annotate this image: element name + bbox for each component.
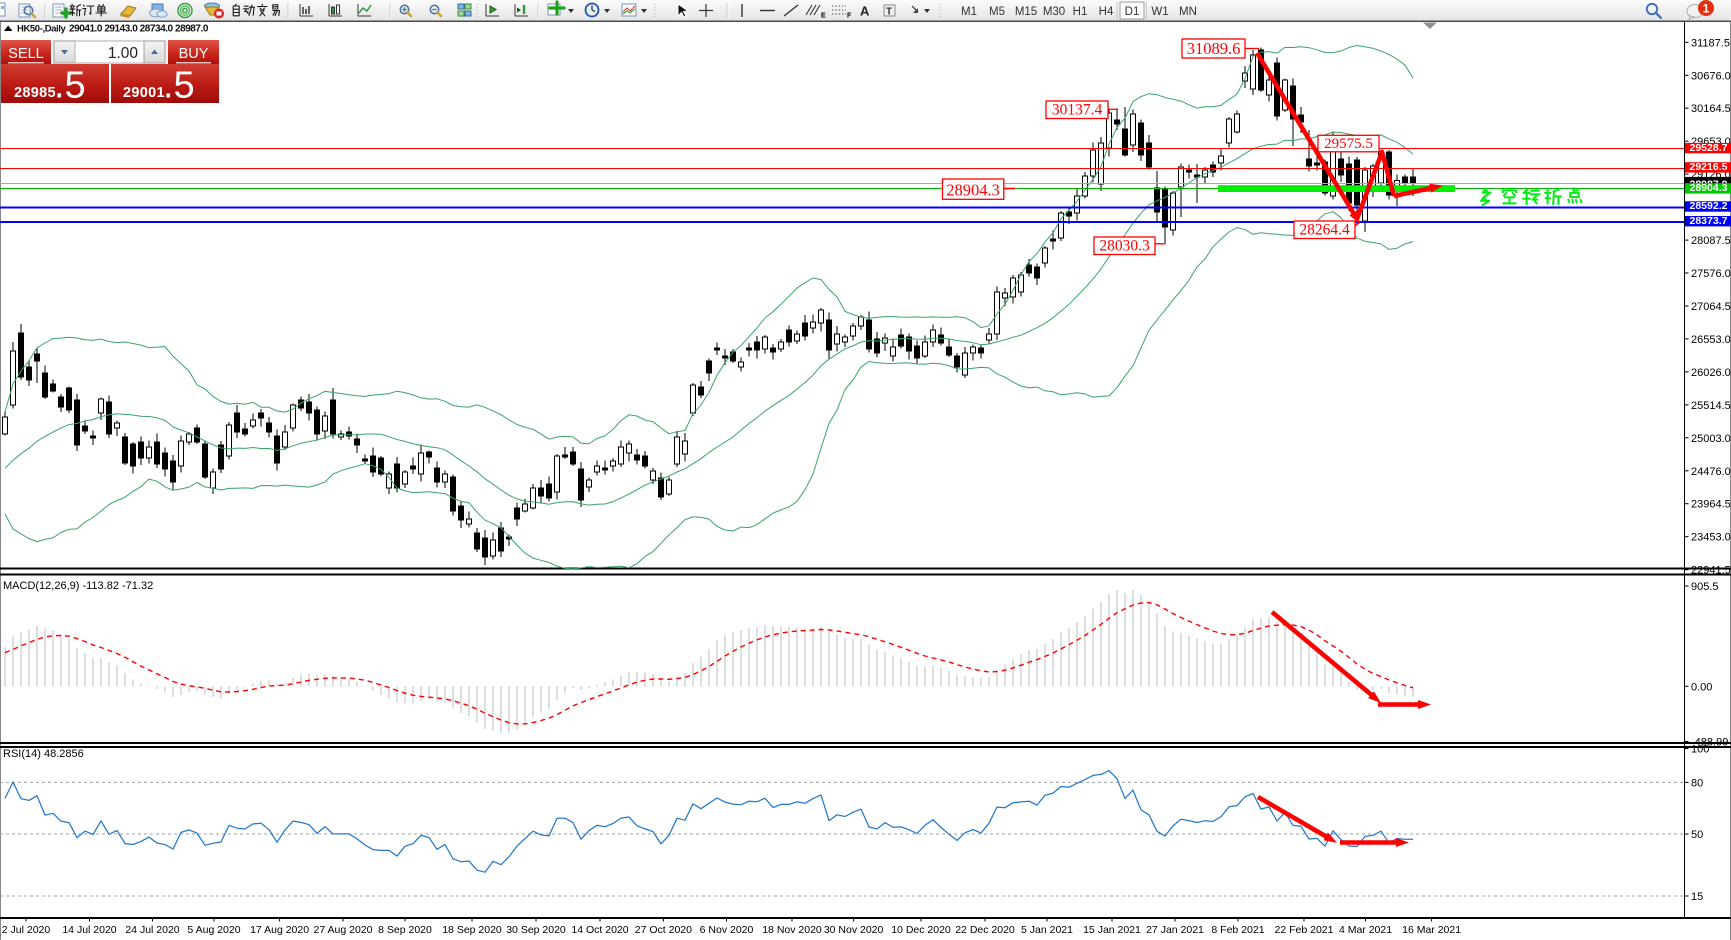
- svg-text:MACD(12,26,9) -113.82 -71.32: MACD(12,26,9) -113.82 -71.32: [3, 580, 153, 592]
- svg-text:RSI(14) 48.2856: RSI(14) 48.2856: [3, 748, 84, 760]
- svg-text:24476.0: 24476.0: [1691, 466, 1731, 478]
- svg-text:M1: M1: [961, 6, 977, 18]
- svg-text:28592.2: 28592.2: [1690, 200, 1728, 212]
- svg-text:29001: 29001: [123, 85, 165, 101]
- svg-text:30 Nov 2020: 30 Nov 2020: [824, 924, 884, 936]
- svg-text:M15: M15: [1015, 6, 1037, 18]
- svg-text:M30: M30: [1043, 6, 1065, 18]
- svg-text:1: 1: [1703, 2, 1710, 16]
- svg-text:30164.5: 30164.5: [1691, 103, 1731, 115]
- svg-text:T: T: [886, 7, 892, 18]
- svg-text:31187.5: 31187.5: [1691, 37, 1730, 49]
- svg-text:28087.5: 28087.5: [1691, 235, 1731, 247]
- svg-text:22 Feb 2021: 22 Feb 2021: [1275, 924, 1334, 936]
- svg-text:27 Oct 2020: 27 Oct 2020: [635, 924, 692, 936]
- svg-text:BUY: BUY: [179, 46, 209, 62]
- svg-text:8 Sep 2020: 8 Sep 2020: [378, 924, 432, 936]
- svg-text:H4: H4: [1099, 6, 1114, 18]
- svg-text:28904.3: 28904.3: [946, 180, 1000, 199]
- svg-text:28264.4: 28264.4: [1299, 222, 1350, 239]
- svg-text:15 Jan 2021: 15 Jan 2021: [1083, 924, 1141, 936]
- svg-text:30 Sep 2020: 30 Sep 2020: [506, 924, 566, 936]
- svg-text:22 Dec 2020: 22 Dec 2020: [955, 924, 1015, 936]
- svg-text:14 Oct 2020: 14 Oct 2020: [571, 924, 628, 936]
- svg-text:A: A: [860, 4, 870, 19]
- svg-text:50: 50: [1691, 829, 1703, 841]
- svg-text:31089.6: 31089.6: [1187, 39, 1241, 58]
- svg-text:29041.0 29143.0 28734.0 28987.: 29041.0 29143.0 28734.0 28987.0: [69, 24, 209, 35]
- svg-text:28904.3: 28904.3: [1690, 182, 1728, 194]
- svg-text:18 Nov 2020: 18 Nov 2020: [762, 924, 822, 936]
- svg-text:28030.3: 28030.3: [1099, 238, 1150, 255]
- svg-text:8 Feb 2021: 8 Feb 2021: [1211, 924, 1264, 936]
- svg-text:22941.5: 22941.5: [1691, 565, 1731, 577]
- svg-text:-488.99: -488.99: [1691, 737, 1728, 749]
- svg-text:W1: W1: [1151, 6, 1168, 18]
- svg-text:SELL: SELL: [8, 46, 43, 62]
- svg-text:28985: 28985: [14, 85, 56, 101]
- svg-text:16 Mar 2021: 16 Mar 2021: [1402, 924, 1461, 936]
- svg-text:2 Jul 2020: 2 Jul 2020: [2, 924, 51, 936]
- svg-text:905.5: 905.5: [1691, 581, 1719, 593]
- svg-text:E: E: [821, 13, 826, 20]
- svg-text:1.00: 1.00: [108, 45, 139, 62]
- svg-text:17 Aug 2020: 17 Aug 2020: [250, 924, 309, 936]
- svg-text:0.00: 0.00: [1691, 681, 1712, 693]
- svg-text:100: 100: [1691, 744, 1709, 756]
- svg-text:27 Aug 2020: 27 Aug 2020: [314, 924, 373, 936]
- svg-text:10 Dec 2020: 10 Dec 2020: [891, 924, 951, 936]
- svg-text:29575.5: 29575.5: [1324, 136, 1373, 152]
- svg-text:28373.7: 28373.7: [1690, 215, 1728, 227]
- svg-text:.5: .5: [54, 65, 86, 107]
- svg-text:27576.0: 27576.0: [1691, 268, 1731, 280]
- svg-text:18 Sep 2020: 18 Sep 2020: [442, 924, 502, 936]
- svg-text:5 Jan 2021: 5 Jan 2021: [1021, 924, 1073, 936]
- svg-text:27 Jan 2021: 27 Jan 2021: [1146, 924, 1204, 936]
- svg-text:26026.0: 26026.0: [1691, 367, 1731, 379]
- svg-text:25003.0: 25003.0: [1691, 433, 1731, 445]
- svg-text:M5: M5: [989, 6, 1005, 18]
- svg-text:80: 80: [1691, 777, 1703, 789]
- svg-text:HK50-,Daily: HK50-,Daily: [17, 24, 67, 35]
- svg-text:H1: H1: [1073, 6, 1088, 18]
- svg-text:5 Aug 2020: 5 Aug 2020: [187, 924, 240, 936]
- svg-text:6 Nov 2020: 6 Nov 2020: [700, 924, 754, 936]
- svg-text:F: F: [847, 13, 852, 20]
- svg-text:30137.4: 30137.4: [1052, 102, 1103, 119]
- svg-text:23964.5: 23964.5: [1691, 499, 1731, 511]
- svg-text:30676.0: 30676.0: [1691, 70, 1731, 82]
- svg-text:29528.7: 29528.7: [1690, 142, 1728, 154]
- svg-text:MN: MN: [1179, 6, 1197, 18]
- svg-text:24 Jul 2020: 24 Jul 2020: [125, 924, 179, 936]
- svg-text:14 Jul 2020: 14 Jul 2020: [62, 924, 116, 936]
- svg-text:15: 15: [1691, 891, 1703, 903]
- svg-text:.5: .5: [163, 65, 195, 107]
- svg-text:29216.5: 29216.5: [1690, 161, 1728, 173]
- svg-text:4 Mar 2021: 4 Mar 2021: [1339, 924, 1392, 936]
- svg-text:D1: D1: [1125, 6, 1140, 18]
- svg-text:27064.5: 27064.5: [1691, 301, 1731, 313]
- svg-text:25514.5: 25514.5: [1691, 400, 1731, 412]
- svg-text:26553.0: 26553.0: [1691, 334, 1731, 346]
- svg-text:23453.0: 23453.0: [1691, 532, 1731, 544]
